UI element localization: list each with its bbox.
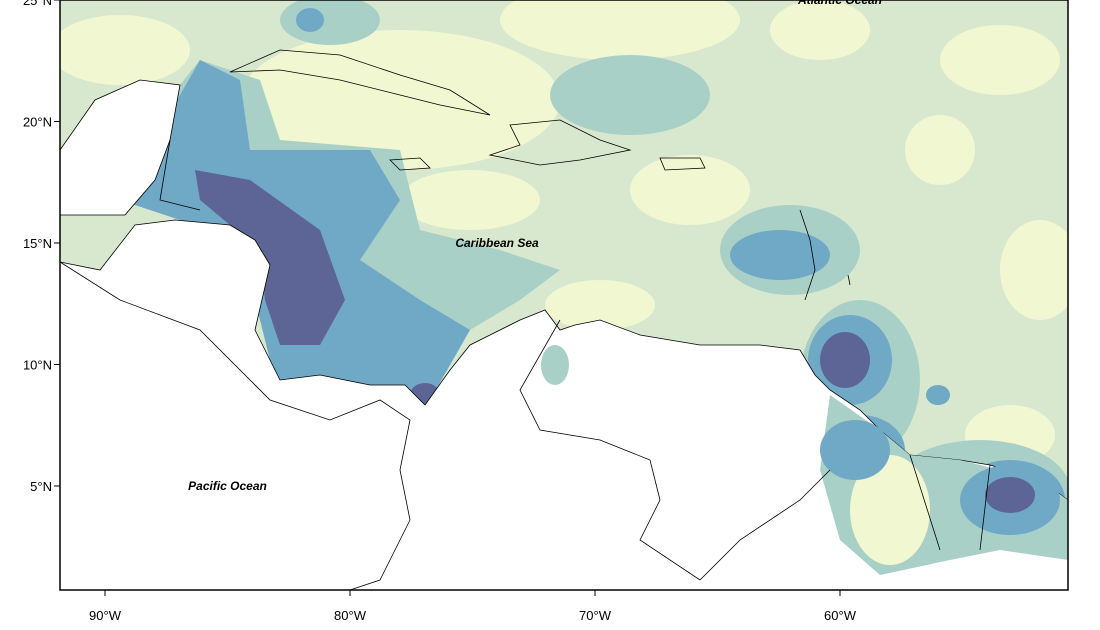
guiana-contours: [541, 345, 1068, 575]
y-tick-label: 25°N: [23, 0, 52, 8]
x-tick-label: 60°W: [824, 608, 857, 623]
ocean-label: Caribbean Sea: [455, 236, 539, 250]
ocean-label: Atlantic Ocean: [797, 0, 882, 7]
x-tick-label: 80°W: [334, 608, 367, 623]
x-tick-label: 70°W: [579, 608, 612, 623]
ocean-label: Pacific Ocean: [188, 479, 267, 493]
y-tick-label: 20°N: [23, 115, 52, 130]
y-tick-label: 5°N: [30, 479, 52, 494]
y-tick-label: 15°N: [23, 236, 52, 251]
coastlines: [60, 49, 991, 590]
contour-field: [60, 0, 1068, 590]
frame: [59, 0, 1069, 591]
x-tick-label: 90°W: [89, 608, 122, 623]
y-tick-label: 10°N: [23, 358, 52, 373]
